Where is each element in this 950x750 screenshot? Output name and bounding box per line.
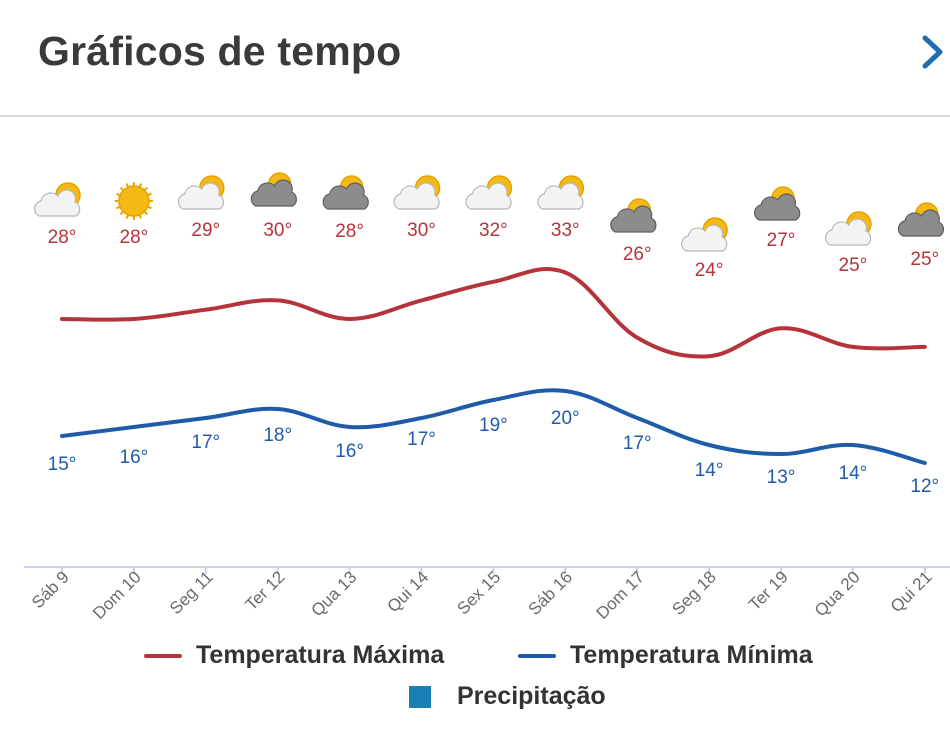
x-tick-label: Qui 21: [887, 567, 936, 616]
x-tick-label: Qua 20: [811, 567, 864, 620]
x-tick-label: Sáb 9: [28, 567, 73, 612]
min-value-label: 18°: [263, 425, 292, 446]
series-line-max: [60, 267, 927, 359]
legend-swatch-max: [144, 653, 182, 658]
min-value-label: 14°: [695, 460, 724, 481]
legend-label-min: Temperatura Mínima: [570, 641, 813, 669]
legend-item-min: Temperatura Mínima: [518, 641, 813, 670]
min-value-label: 13°: [767, 467, 796, 488]
chart-header: Gráficos de tempo: [0, 0, 950, 117]
partly-sunny-icon: [393, 175, 441, 210]
partly-sunny-icon: [177, 175, 225, 210]
cloudy-sun-icon: [897, 202, 945, 237]
min-value-label: 20°: [551, 408, 580, 429]
max-value-label: 29°: [191, 220, 220, 241]
max-value-label: 30°: [263, 220, 292, 241]
max-value-label: 25°: [910, 249, 939, 270]
min-value-label: 17°: [407, 429, 436, 450]
max-value-label: 26°: [623, 244, 652, 265]
max-value-label: 28°: [48, 227, 77, 248]
x-tick-label: Dom 17: [592, 567, 648, 623]
max-value-label: 33°: [551, 220, 580, 241]
min-value-label: 16°: [335, 441, 364, 462]
partly-sunny-icon: [681, 217, 728, 252]
min-value-label: 17°: [191, 432, 220, 453]
legend-swatch-min: [518, 653, 556, 658]
cloudy-sun-icon: [250, 172, 297, 207]
max-value-label: 24°: [695, 260, 724, 281]
min-value-label: 17°: [623, 433, 652, 454]
weather-chart: 28° 28° 29° 30° 28° 30° 32° 33° 26° 24° 27° 25° 25° 1…: [24, 172, 950, 623]
legend-label-max: Temperatura Máxima: [196, 641, 445, 669]
x-tick-label: Seg 18: [668, 567, 720, 619]
partly-sunny-icon: [824, 211, 872, 246]
legend-swatch-precip: [409, 685, 431, 708]
x-tick-label: Qui 14: [383, 567, 432, 616]
max-value-label: 32°: [479, 220, 508, 241]
page-title: Gráficos de tempo: [38, 28, 402, 74]
min-value-label: 19°: [479, 415, 508, 436]
x-tick-label: Seg 11: [166, 567, 217, 618]
max-value-label: 28°: [335, 221, 364, 242]
x-tick-label: Dom 10: [89, 567, 145, 623]
cloudy-sun-icon: [322, 175, 369, 210]
series-line-min: [60, 388, 927, 465]
legend-item-max: Temperatura Máxima: [144, 641, 444, 670]
legend-item-precip: Precipitação: [409, 682, 606, 711]
min-value-label: 15°: [48, 454, 77, 475]
max-value-label: 30°: [407, 220, 436, 241]
max-value-label: 27°: [767, 230, 796, 251]
x-tick-label: Qua 13: [308, 567, 361, 620]
sunny-icon: [114, 182, 153, 220]
partly-sunny-icon: [465, 175, 513, 210]
cloudy-sun-icon: [610, 198, 657, 233]
chevron-right-icon[interactable]: [916, 30, 950, 74]
min-value-label: 16°: [120, 447, 149, 468]
max-value-label: 28°: [120, 227, 149, 248]
cloudy-sun-icon: [753, 186, 801, 221]
partly-sunny-icon: [33, 182, 81, 217]
min-value-label: 14°: [839, 463, 868, 484]
legend-label-precip: Precipitação: [457, 682, 606, 710]
x-tick-label: Sex 15: [453, 567, 504, 618]
x-tick-label: Ter 12: [242, 567, 289, 614]
max-value-label: 25°: [839, 255, 868, 276]
x-tick-label: Ter 19: [745, 567, 792, 614]
partly-sunny-icon: [537, 175, 585, 210]
min-value-label: 12°: [910, 476, 939, 497]
chart-legend: Temperatura Máxima Temperatura Mínima Pr…: [0, 636, 950, 750]
x-tick-label: Sáb 16: [525, 567, 577, 619]
